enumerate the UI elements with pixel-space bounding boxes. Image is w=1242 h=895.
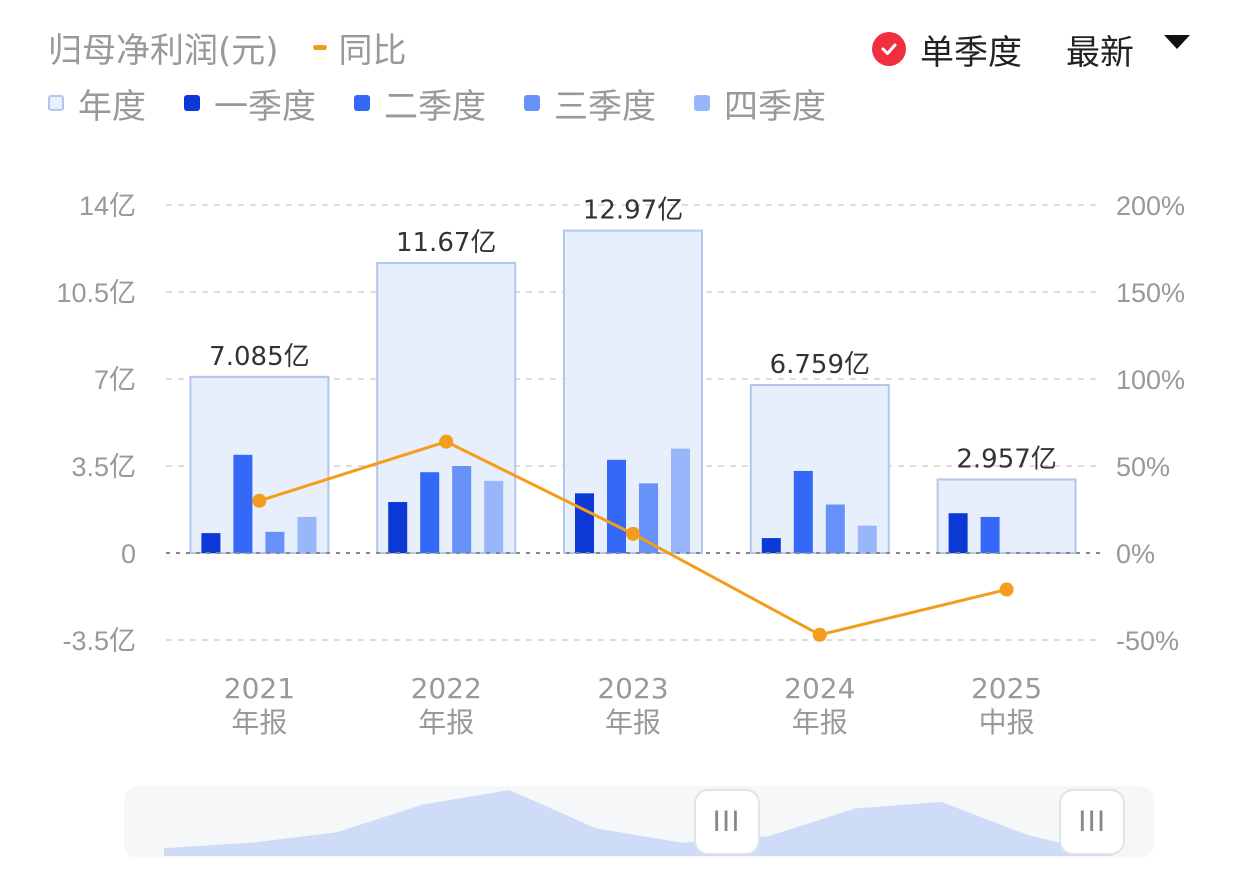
legend-swatch-q1: [184, 95, 200, 111]
period-select-value: 最新: [1066, 32, 1134, 73]
y-axis-left-tick-label: 7亿: [94, 365, 136, 395]
bar-q3: [265, 531, 285, 553]
navigator-preview: [164, 790, 1114, 856]
range-navigator[interactable]: III III: [124, 786, 1154, 858]
yoy-point: [999, 582, 1014, 597]
x-axis-category-period: 年报: [605, 706, 661, 739]
legend-label-q4: 四季度: [724, 86, 826, 127]
bar-q2: [980, 516, 1000, 553]
legend-swatch-q2: [354, 95, 370, 111]
legend-item-q1[interactable]: 一季度: [184, 79, 316, 128]
data-label-annual: 11.67亿: [396, 228, 496, 258]
navigator-area: [164, 790, 1114, 856]
bar-q1: [201, 533, 221, 553]
series-legend: 年度 一季度 二季度 三季度 四季度: [48, 79, 864, 128]
data-label-annual: 12.97亿: [583, 196, 683, 226]
data-label-annual: 7.085亿: [209, 342, 309, 372]
x-axis-category-period: 中报: [979, 706, 1035, 739]
y-axis-right-tick-label: 50%: [1116, 452, 1170, 482]
net-profit-chart: 14亿 200% 10.5亿 150% 7亿 100% 3.5亿 50% 0 0% -3.5亿 -50…: [56, 191, 1185, 739]
y-axis-right-tick-label: -50%: [1116, 626, 1179, 656]
chart-title: 归母净利润(元): [48, 30, 279, 71]
legend-label-q3: 三季度: [554, 86, 656, 127]
x-axis-category-year: 2023: [597, 672, 668, 705]
bar-q2: [793, 470, 813, 553]
legend-swatch-q3: [524, 95, 540, 111]
x-axis-category-period: 年报: [792, 706, 848, 739]
y-axis-right-tick-label: 100%: [1116, 365, 1185, 395]
range-handle-right[interactable]: III: [1059, 789, 1126, 855]
y-axis-right-tick-label: 150%: [1116, 278, 1185, 308]
yoy-point: [626, 526, 640, 541]
y-axis-left-tick-label: 0: [121, 539, 136, 569]
bar-q3: [825, 504, 845, 553]
range-handle-left[interactable]: III: [693, 789, 760, 855]
yoy-point: [439, 434, 454, 449]
legend-label-q1: 一季度: [214, 86, 316, 127]
x-axis-category-period: 年报: [231, 706, 287, 739]
bar-q4: [671, 448, 690, 553]
quarterly-toggle-label: 单季度: [920, 32, 1022, 73]
bar-annual: [749, 383, 890, 554]
bar-q4: [857, 525, 877, 553]
y-axis-right-tick-label: 0%: [1116, 539, 1155, 569]
bar-q1: [388, 502, 408, 553]
yoy-point: [252, 493, 267, 508]
bar-q4: [484, 480, 504, 553]
y-axis-left-tick-label: 10.5亿: [56, 278, 136, 308]
dropdown-caret-icon: [1164, 35, 1190, 49]
y-axis-left-tick-label: -3.5亿: [62, 626, 136, 656]
legend-item-q4[interactable]: 四季度: [694, 79, 826, 128]
bar-q4: [297, 516, 317, 553]
yoy-line-swatch: [312, 44, 327, 50]
bar-q1: [761, 538, 781, 553]
quarterly-toggle[interactable]: 单季度: [872, 26, 1022, 73]
bar-q2: [233, 454, 253, 553]
x-axis-category-year: 2025: [971, 672, 1042, 705]
yoy-legend-label: 同比: [338, 30, 407, 71]
bar-q1: [575, 493, 594, 553]
x-axis-category-year: 2022: [411, 672, 482, 705]
x-axis-category-year: 2024: [784, 672, 855, 705]
legend-label-annual: 年度: [78, 86, 146, 127]
x-axis-category-period: 年报: [418, 706, 474, 739]
legend-item-q2[interactable]: 二季度: [354, 79, 486, 128]
legend-swatch-annual: [48, 95, 64, 111]
y-axis-left-tick-label: 3.5亿: [71, 452, 136, 482]
checkmark-icon: [872, 32, 906, 66]
bar-q3: [452, 466, 472, 553]
data-label-annual: 2.957亿: [956, 444, 1056, 474]
chart-header: 归母净利润(元) 同比: [48, 22, 407, 72]
bar-q1: [948, 513, 968, 553]
period-select[interactable]: 最新: [1066, 26, 1190, 73]
y-axis-left-tick-label: 14亿: [79, 191, 136, 221]
x-axis-category-year: 2021: [224, 672, 295, 705]
data-label-annual: 6.759亿: [770, 350, 870, 380]
bar-q3: [639, 483, 658, 553]
bar-q2: [420, 472, 440, 553]
legend-item-q3[interactable]: 三季度: [524, 79, 656, 128]
legend-label-q2: 二季度: [384, 86, 486, 127]
legend-item-annual[interactable]: 年度: [48, 79, 146, 128]
legend-swatch-q4: [694, 95, 710, 111]
yoy-legend[interactable]: 同比: [312, 23, 407, 72]
y-axis-right-tick-label: 200%: [1116, 191, 1185, 221]
yoy-point: [812, 627, 827, 642]
bar-q2: [607, 459, 626, 553]
